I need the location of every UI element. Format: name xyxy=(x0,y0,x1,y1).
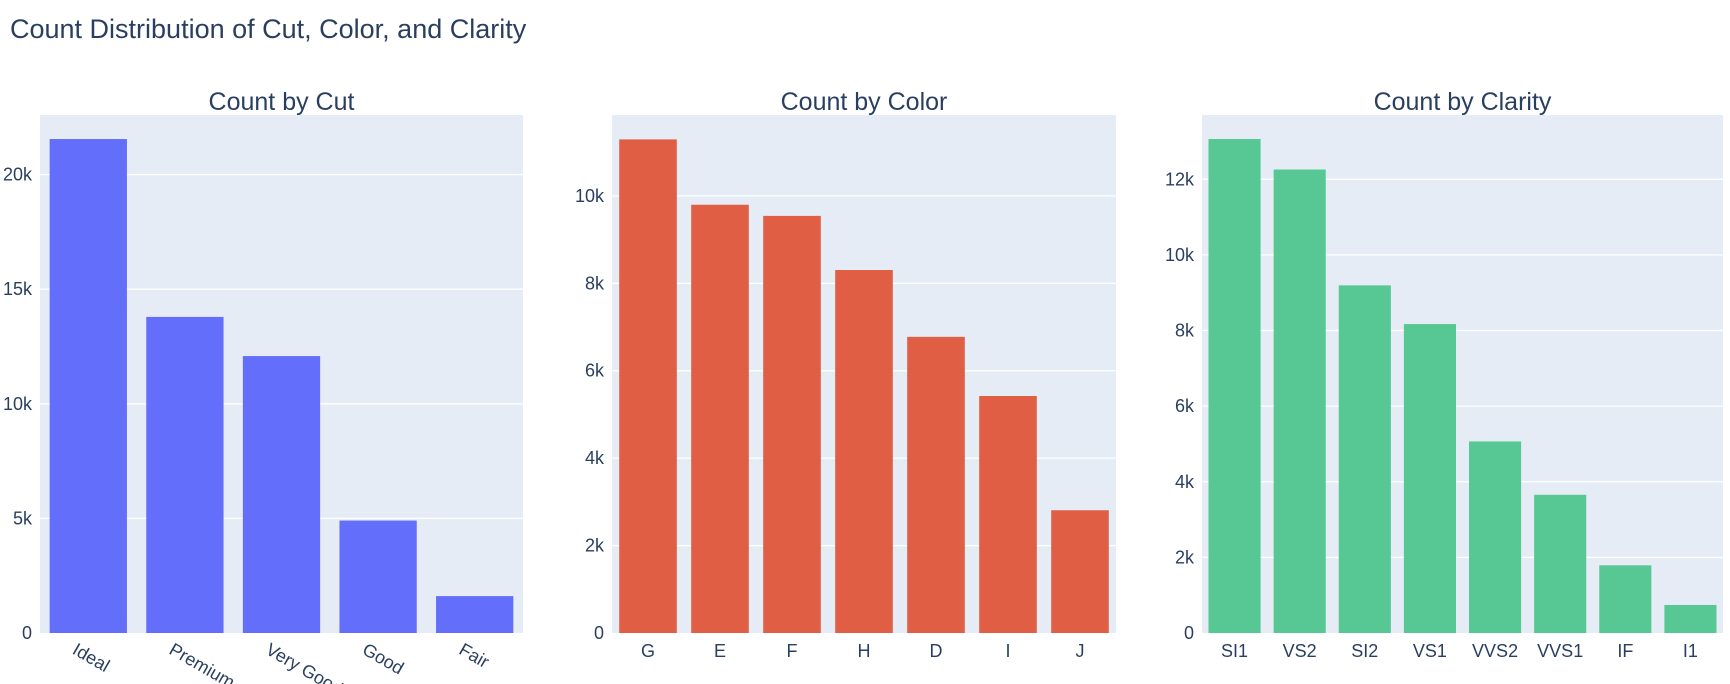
y-tick-label: 10k xyxy=(1165,245,1195,265)
y-tick-label: 10k xyxy=(575,186,605,206)
y-tick-label: 15k xyxy=(3,279,33,299)
bar-vvs1[interactable] xyxy=(1534,494,1587,633)
y-tick-label: 0 xyxy=(22,623,32,643)
bar-g[interactable] xyxy=(619,139,677,633)
y-tick-label: 2k xyxy=(585,536,605,556)
y-tick-label: 0 xyxy=(1184,623,1194,643)
y-tick-label: 8k xyxy=(585,273,605,293)
bar-if[interactable] xyxy=(1599,565,1652,633)
bar-h[interactable] xyxy=(835,270,893,633)
page-title: Count Distribution of Cut, Color, and Cl… xyxy=(10,14,527,44)
y-tick-label: 6k xyxy=(1175,396,1195,416)
bar-si2[interactable] xyxy=(1338,285,1391,633)
subplot-title: Count by Clarity xyxy=(1374,88,1552,116)
x-tick-label: Premium xyxy=(166,639,238,684)
y-tick-label: 12k xyxy=(1165,169,1195,189)
bar-d[interactable] xyxy=(907,336,965,633)
y-tick-label: 4k xyxy=(585,448,605,468)
y-tick-label: 2k xyxy=(1175,547,1195,567)
subplot-1: 0 5k 10k 15k 20k Ideal Premium Very Good Good Fai… xyxy=(3,88,523,684)
bar-si1[interactable] xyxy=(1208,139,1261,633)
bar-premium[interactable] xyxy=(146,316,224,633)
x-tick-label: I xyxy=(1005,641,1010,661)
y-tick-label: 20k xyxy=(3,165,33,185)
y-tick-label: 4k xyxy=(1175,472,1195,492)
y-tick-label: 6k xyxy=(585,361,605,381)
bar-e[interactable] xyxy=(691,204,749,633)
y-tick-label: 8k xyxy=(1175,321,1195,341)
x-tick-label: I1 xyxy=(1683,641,1698,661)
bar-ideal[interactable] xyxy=(49,139,127,633)
x-tick-label: J xyxy=(1076,641,1085,661)
bar-vs1[interactable] xyxy=(1403,324,1456,633)
x-tick-label: IF xyxy=(1617,641,1633,661)
x-tick-label: D xyxy=(930,641,943,661)
x-tick-label: F xyxy=(787,641,798,661)
y-tick-label: 0 xyxy=(594,623,604,643)
x-tick-label: VVS2 xyxy=(1472,641,1518,661)
subplot-title: Count by Color xyxy=(781,88,948,116)
x-tick-label: Ideal xyxy=(69,639,113,676)
bar-i1[interactable] xyxy=(1664,604,1717,633)
bar-fair[interactable] xyxy=(436,596,514,633)
bar-j[interactable] xyxy=(1051,510,1109,633)
x-tick-label: E xyxy=(714,641,726,661)
bar-very-good[interactable] xyxy=(242,356,321,633)
y-tick-label: 5k xyxy=(13,508,33,528)
bar-vs2[interactable] xyxy=(1273,169,1326,633)
x-tick-label: VS1 xyxy=(1413,641,1447,661)
x-tick-label: Good xyxy=(359,639,407,678)
subplot-title: Count by Cut xyxy=(209,88,355,116)
x-tick-label: SI1 xyxy=(1221,641,1248,661)
x-tick-label: H xyxy=(858,641,871,661)
x-tick-label: VS2 xyxy=(1283,641,1317,661)
x-tick-label: Fair xyxy=(456,639,493,672)
bar-f[interactable] xyxy=(763,215,821,634)
x-tick-label: Very Good xyxy=(262,639,346,684)
bar-i[interactable] xyxy=(979,395,1037,633)
y-tick-label: 10k xyxy=(3,394,33,414)
x-tick-label: VVS1 xyxy=(1537,641,1583,661)
x-tick-label: SI2 xyxy=(1351,641,1378,661)
x-tick-label: G xyxy=(641,641,655,661)
subplot-2: 0 2k 4k 6k 8k 10k G E F H D I J Count by Color xyxy=(575,88,1116,661)
bar-vvs2[interactable] xyxy=(1469,441,1522,633)
subplot-3: 0 2k 4k 6k 8k 10k 12k SI1 VS2 SI2 VS1 VVS2 VVS1 IF I1 C… xyxy=(1165,88,1723,661)
bar-good[interactable] xyxy=(339,520,417,633)
